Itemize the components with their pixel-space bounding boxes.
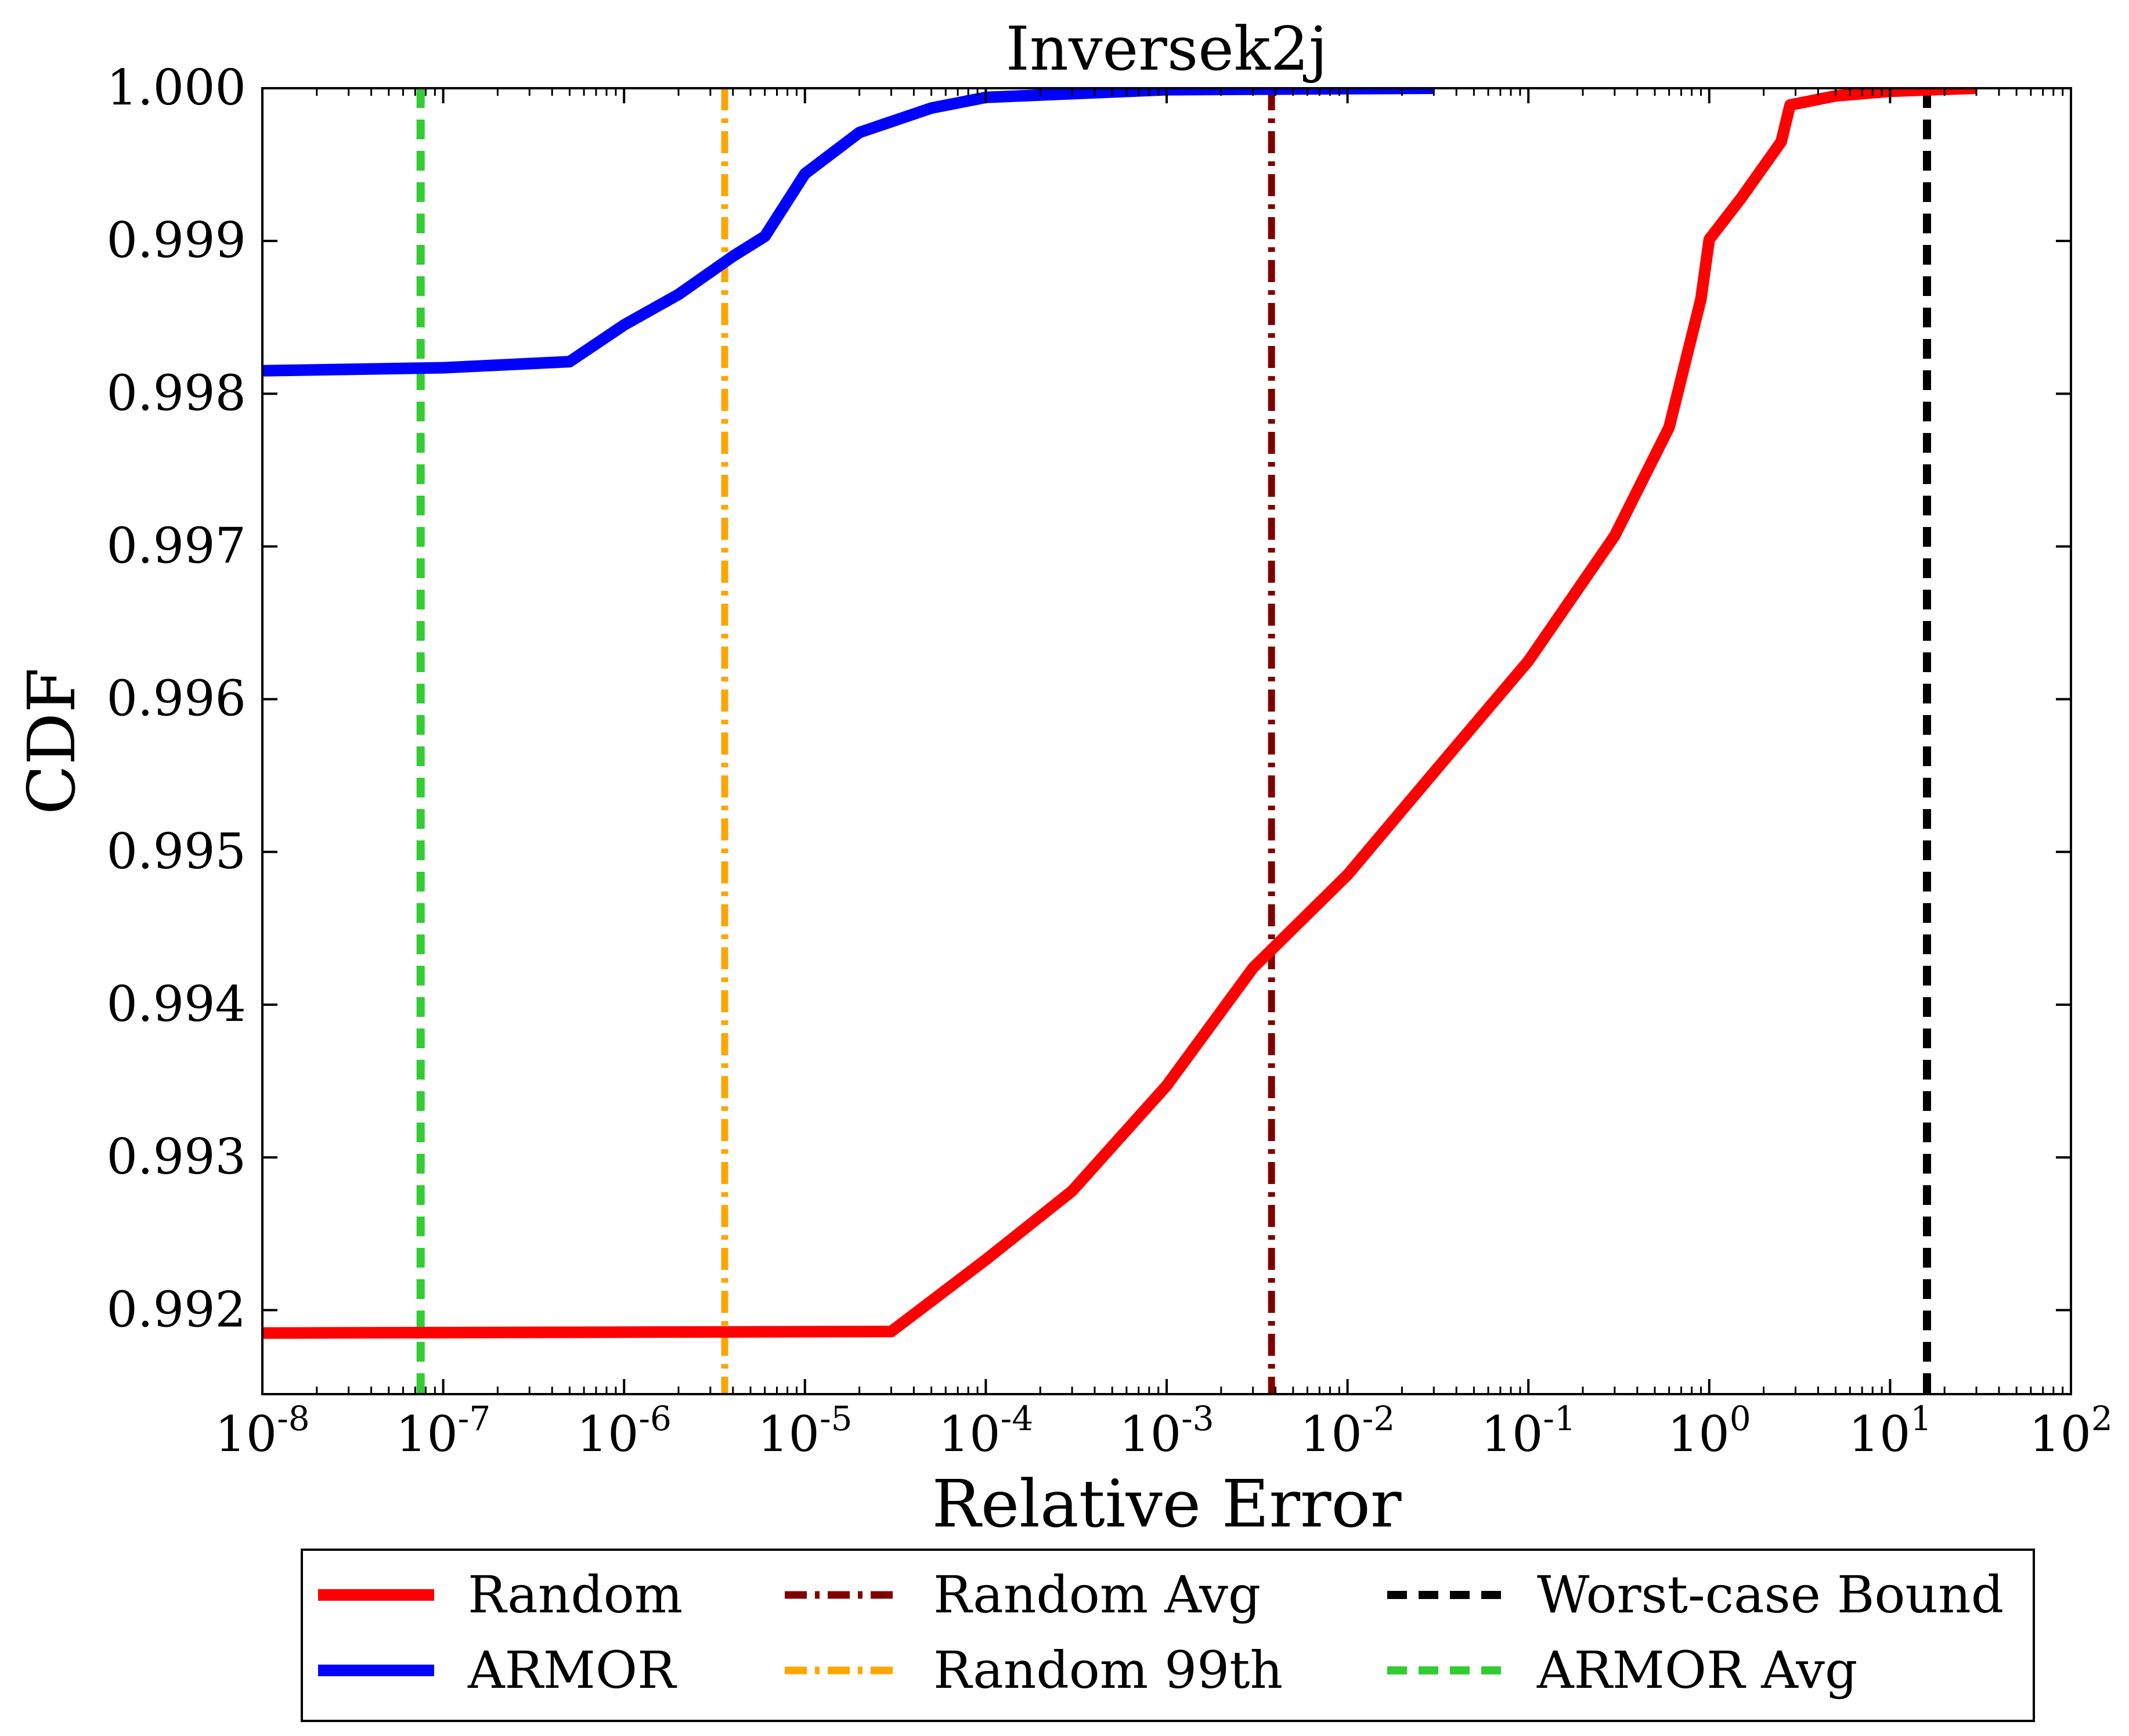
- legend-frame: [301, 1549, 2035, 1722]
- chart-title: Inversek2j: [1006, 13, 1327, 84]
- legend: Random ARMOR Random Avg Random 99th Wors…: [301, 1549, 2035, 1722]
- y-tick-label: 1.000: [107, 59, 246, 116]
- series-line-random: [262, 88, 1977, 1339]
- y-tick-label: 0.998: [107, 364, 246, 421]
- x-tick-label: 10-1: [1481, 1399, 1576, 1463]
- y-axis-label: CDF: [15, 667, 90, 814]
- y-tick-label: 0.992: [107, 1281, 246, 1338]
- x-tick-label: 10-8: [215, 1399, 309, 1463]
- x-tick-label: 10-6: [577, 1399, 672, 1463]
- x-tick-label: 101: [1849, 1399, 1932, 1463]
- x-tick-label: 10-2: [1300, 1399, 1395, 1463]
- x-tick-label: 10-3: [1119, 1399, 1214, 1463]
- legend-label-random-avg: Random Avg: [933, 1565, 1261, 1625]
- x-tick-label: 10-7: [396, 1399, 490, 1463]
- y-tick-label: 0.997: [107, 517, 246, 574]
- y-tick-label: 0.996: [107, 670, 246, 727]
- x-tick-label: 100: [1668, 1399, 1751, 1463]
- legend-label-worst-case-bound: Worst-case Bound: [1537, 1565, 2004, 1625]
- y-tick-label: 0.995: [107, 823, 246, 880]
- x-tick-label: 10-5: [757, 1399, 852, 1463]
- legend-label-random: Random: [468, 1565, 683, 1625]
- axes: 10-8 10-7 10-6 10-5 10-4 10-3 10-2 10-1 100 101 10…: [107, 59, 2113, 1463]
- y-tick-label: 0.999: [107, 212, 246, 269]
- legend-label-armor-avg: ARMOR Avg: [1536, 1640, 1857, 1700]
- y-tick-label: 0.993: [107, 1128, 246, 1185]
- x-tick-label: 10-4: [939, 1399, 1033, 1463]
- plot-frame: [261, 87, 2072, 1395]
- legend-label-random-99th: Random 99th: [933, 1640, 1283, 1700]
- legend-label-armor: ARMOR: [467, 1640, 677, 1700]
- x-tick-label: 102: [2029, 1399, 2113, 1463]
- y-tick-label: 0.994: [107, 976, 246, 1033]
- x-axis-label: Relative Error: [932, 1467, 1402, 1542]
